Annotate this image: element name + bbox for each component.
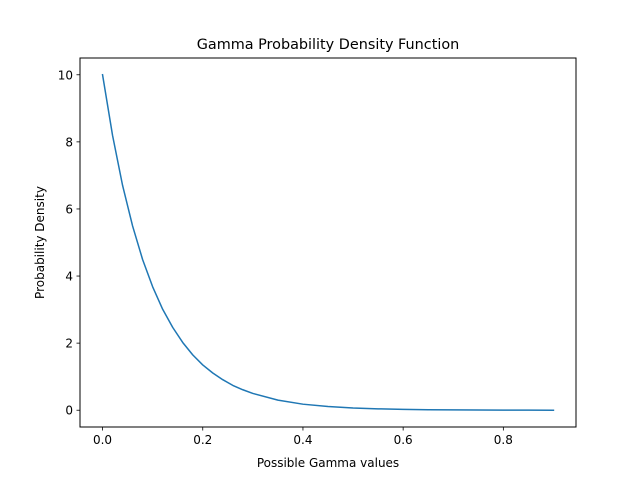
y-tick-label: 0 [65,404,73,418]
chart-title: Gamma Probability Density Function [197,37,460,53]
y-tick-label: 2 [65,337,73,351]
x-axis-label: Possible Gamma values [257,456,399,470]
pdf-series-line [101,73,555,411]
y-tick-label: 8 [65,135,73,149]
x-tick-label: 0.8 [494,433,513,447]
y-axis-ticks: 0 2 4 6 8 10 [58,68,80,418]
x-tick-label: 0.2 [193,433,212,447]
plot-frame [79,57,577,428]
y-tick-label: 4 [65,270,73,284]
x-tick-label: 0.4 [293,433,312,447]
x-tick-label: 0.0 [93,433,112,447]
x-tick-label: 0.6 [394,433,413,447]
x-axis-ticks: 0.0 0.2 0.4 0.6 0.8 [93,427,513,447]
y-tick-label: 10 [58,68,73,82]
plot-area [101,73,555,411]
y-tick-label: 6 [65,202,73,216]
y-axis-label: Probability Density [33,186,47,299]
